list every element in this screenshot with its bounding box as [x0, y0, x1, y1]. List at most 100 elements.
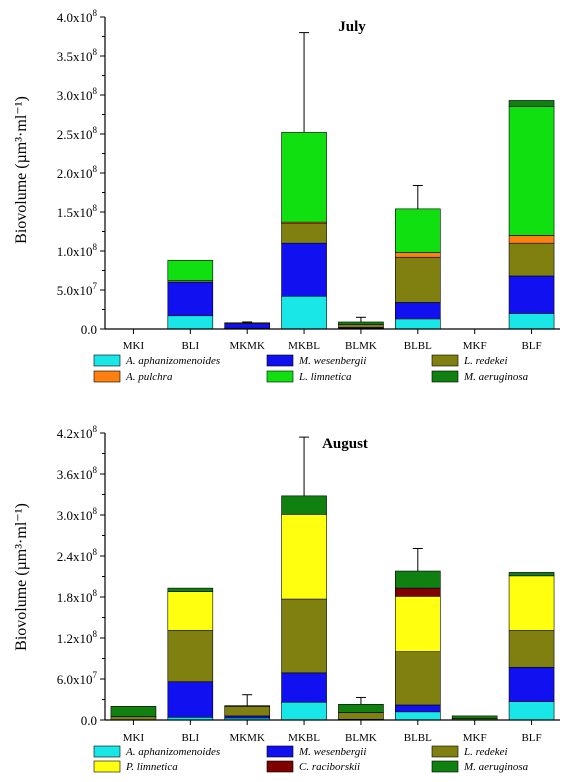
legend-swatch: [431, 760, 459, 773]
y-tick-label: 5.0x107: [57, 281, 98, 298]
legend-label: A. aphanizomenoides: [125, 746, 220, 758]
y-tick-label: 4.2x108: [57, 424, 98, 441]
bar-segment: [224, 715, 270, 719]
bar-segment: [281, 295, 327, 330]
x-tick-label: MKF: [463, 340, 487, 352]
bar-segment: [338, 324, 384, 328]
y-tick-label: 3.5x108: [57, 47, 98, 64]
x-tick-label: MKMK: [229, 340, 265, 352]
bar-segment: [167, 591, 214, 631]
legend-label: L. limnetica: [298, 371, 352, 383]
bar-segment: [508, 275, 555, 314]
legend-label: M. wesenbergii: [298, 746, 366, 758]
bar-segment: [395, 596, 441, 652]
bar-segment: [395, 711, 441, 721]
chart-title: July: [338, 19, 366, 35]
bar-segment: [395, 318, 441, 330]
bar-segment: [508, 313, 555, 330]
bar-segment: [281, 701, 327, 721]
legend-swatch: [93, 354, 121, 367]
bar-segment: [508, 572, 555, 577]
bar-segment: [395, 704, 441, 713]
x-tick-label: BLI: [181, 340, 199, 352]
y-tick-label: 3.6x108: [57, 465, 98, 482]
bar-segment: [224, 706, 270, 717]
legend-label: L. redekei: [463, 746, 508, 758]
bar-segment: [508, 701, 555, 721]
bar-segment: [338, 703, 384, 713]
legend-label: M. aeruginosa: [463, 761, 529, 773]
bar-segment: [395, 570, 441, 589]
y-tick-label: 2.4x108: [57, 547, 98, 564]
legend-swatch: [431, 370, 459, 383]
bar-segment: [395, 256, 441, 303]
y-tick-label: 3.0x108: [57, 506, 98, 523]
x-tick-label: BLBL: [404, 340, 432, 352]
y-axis-title: Biovolume (µm³·ml⁻¹): [13, 503, 30, 651]
bar-segment: [224, 705, 270, 707]
y-tick-label: 1.5x108: [57, 203, 98, 220]
bar-segment: [508, 235, 555, 244]
bar-segment: [167, 681, 214, 718]
bar-segment: [167, 630, 214, 683]
y-tick-label: 1.2x108: [57, 629, 98, 646]
x-tick-label: MKBL: [288, 732, 320, 744]
legend-label: C. raciborskii: [299, 761, 360, 773]
bar-segment: [508, 100, 555, 107]
x-tick-label: BLMK: [345, 732, 377, 744]
bar-segment: [508, 667, 555, 702]
bar-segment: [451, 715, 498, 719]
bar-segment: [508, 106, 555, 236]
bar-segment: [395, 208, 441, 253]
x-tick-label: BLI: [181, 732, 199, 744]
x-tick-label: BLMK: [345, 340, 377, 352]
bar-segment: [281, 223, 327, 244]
y-tick-label: 2.5x108: [57, 125, 98, 142]
x-tick-label: BLF: [521, 340, 541, 352]
y-axis-title: Biovolume (µm³·ml⁻¹): [13, 96, 30, 244]
bar-segment: [110, 706, 157, 717]
legend-swatch: [431, 354, 459, 367]
y-tick-label: 6.0x107: [57, 670, 98, 687]
legend-swatch: [93, 760, 121, 773]
y-tick-label: 2.0x108: [57, 164, 98, 181]
legend-label: M. aeruginosa: [463, 371, 529, 383]
bar-segment: [167, 281, 214, 317]
bar-segment: [395, 651, 441, 706]
y-tick-label: 1.8x108: [57, 588, 98, 605]
bar-segment: [281, 598, 327, 674]
legend-swatch: [266, 354, 294, 367]
bar-segment: [395, 252, 441, 258]
legend-swatch: [266, 370, 294, 383]
bar-segment: [395, 302, 441, 320]
bar-segment: [281, 132, 327, 223]
y-tick-label: 1.0x108: [57, 242, 98, 259]
bar-segment: [281, 242, 327, 297]
bar-segment: [508, 242, 555, 277]
x-tick-label: BLF: [521, 732, 541, 744]
legend-label: L. redekei: [463, 355, 508, 367]
bar-segment: [167, 587, 214, 592]
bar-segment: [167, 260, 214, 281]
chart-title: August: [322, 436, 368, 452]
legend-swatch: [266, 745, 294, 758]
legend-swatch: [93, 745, 121, 758]
x-tick-label: MKBL: [288, 340, 320, 352]
legend-label: A. pulchra: [125, 371, 173, 383]
y-tick-label: 3.0x108: [57, 86, 98, 103]
legend-label: M. wesenbergii: [298, 355, 366, 367]
legend-label: A. aphanizomenoides: [125, 355, 220, 367]
x-tick-label: MKI: [123, 732, 145, 744]
legend-swatch: [431, 745, 459, 758]
x-tick-label: MKI: [123, 340, 145, 352]
bar-segment: [224, 322, 270, 324]
bar-segment: [508, 575, 555, 631]
x-tick-label: MKMK: [229, 732, 265, 744]
legend-label: P. limnetica: [125, 761, 178, 773]
legend-swatch: [93, 370, 121, 383]
x-tick-label: MKF: [463, 732, 487, 744]
bar-segment: [508, 630, 555, 668]
bar-segment: [224, 323, 270, 329]
